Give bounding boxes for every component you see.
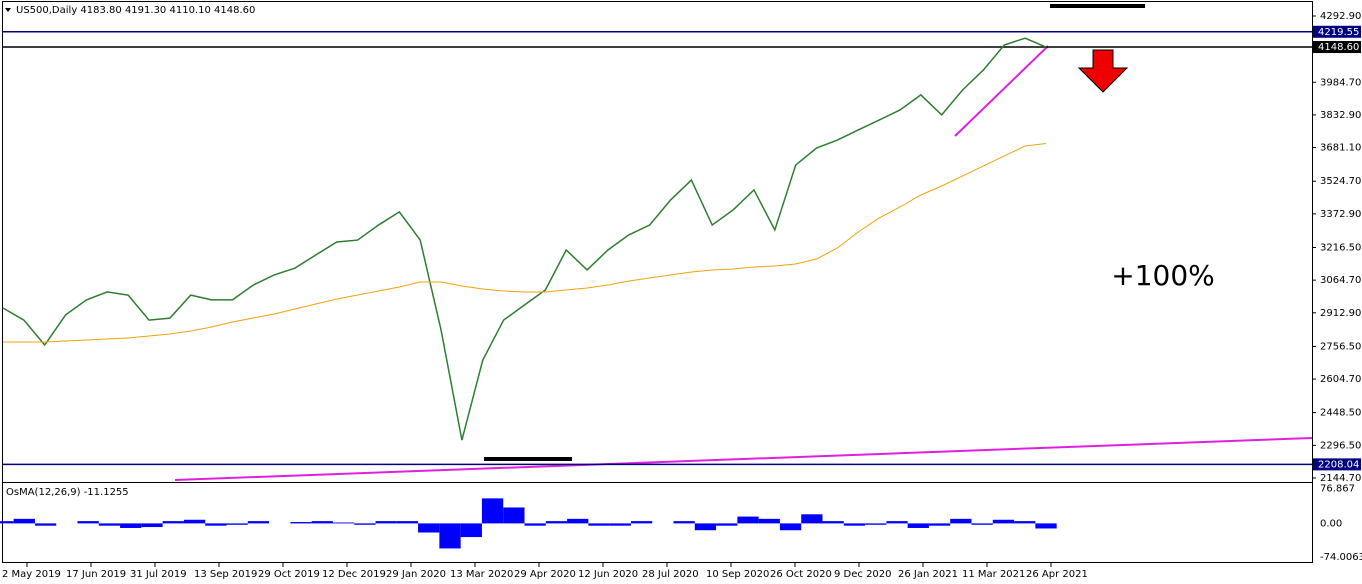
osc-bar	[971, 523, 993, 525]
osc-bar	[98, 523, 121, 526]
osc-bar	[779, 523, 802, 531]
osc-bar	[950, 518, 972, 524]
y-tick-label: 2448.50	[1320, 408, 1361, 419]
x-tick-label: 11 Mar 2021	[962, 569, 1025, 580]
level-label: 2208.04	[1318, 459, 1359, 470]
osc-tick-label: 0.00	[1320, 518, 1342, 529]
osc-bar	[183, 519, 206, 524]
down-arrow	[1077, 49, 1129, 93]
osc-bar	[822, 521, 844, 524]
y-tick-label: 2296.50	[1320, 440, 1361, 451]
x-tick-label: 2 May 2019	[2, 569, 61, 580]
x-tick-label: 17 Jun 2019	[66, 569, 126, 580]
osc-bar	[439, 523, 461, 549]
osc-bar	[226, 523, 248, 525]
level-label: 4219.55	[1318, 27, 1359, 38]
y-tick-label: 3216.50	[1320, 242, 1361, 253]
x-tick-label: 28 Jul 2020	[642, 569, 699, 580]
trend-line	[954, 45, 1049, 137]
osc-bar	[801, 514, 823, 524]
osc-bar	[694, 523, 717, 531]
level-box	[1313, 41, 1361, 54]
osc-bar	[545, 521, 568, 524]
y-tick-label: 3372.90	[1320, 209, 1361, 220]
osc-bar	[205, 523, 227, 526]
osc-bar	[737, 516, 759, 524]
level-box	[1313, 458, 1361, 471]
price-line	[3, 143, 1047, 343]
osc-bar	[1014, 521, 1036, 524]
osc-bar	[375, 521, 397, 524]
y-tick-label: 3984.70	[1320, 77, 1361, 88]
osc-bar	[311, 521, 333, 524]
osc-tick-label: -74.0063	[1320, 552, 1362, 563]
y-tick-label: 2144.70	[1320, 473, 1361, 484]
osc-bar	[354, 523, 376, 525]
osc-bar	[588, 523, 610, 526]
y-tick-label: 2756.50	[1320, 341, 1361, 352]
x-tick-label: 31 Jul 2019	[130, 569, 187, 580]
osc-bar	[609, 523, 631, 526]
osc-bar	[907, 523, 929, 528]
chart-title: US500,Daily 4183.80 4191.30 4110.10 4148…	[16, 5, 255, 16]
x-tick-label: 29 Jan 2020	[386, 569, 446, 580]
osc-bar	[524, 523, 546, 526]
x-tick-label: 26 Apr 2021	[1026, 569, 1088, 580]
x-tick-label: 29 Oct 2019	[258, 569, 320, 580]
y-tick-label: 3524.70	[1320, 176, 1361, 187]
osc-bar	[843, 523, 866, 526]
osc-bar	[716, 523, 738, 526]
osc-bar	[992, 519, 1015, 524]
osc-bar	[418, 523, 440, 533]
y-tick-label: 3832.90	[1320, 110, 1361, 121]
osc-bar	[758, 518, 780, 524]
x-tick-label: 29 Apr 2020	[514, 569, 576, 580]
osc-bar	[886, 521, 908, 524]
menu-arrow	[5, 8, 11, 12]
osc-bar	[673, 521, 695, 524]
osc-bar	[567, 518, 589, 524]
osc-bar	[162, 521, 184, 524]
osc-bar	[928, 523, 951, 526]
y-tick-label: 4292.90	[1320, 11, 1361, 22]
osc-bar	[460, 523, 482, 538]
x-tick-label: 13 Mar 2020	[450, 569, 513, 580]
osc-bar	[865, 523, 887, 525]
osc-title: OsMA(12,26,9) -11.1255	[6, 487, 129, 498]
annotation: +100%	[1111, 259, 1215, 292]
x-tick-label: 10 Sep 2020	[706, 569, 769, 580]
y-tick-label: 2604.70	[1320, 374, 1361, 385]
x-tick-label: 9 Dec 2020	[834, 569, 892, 580]
x-tick-label: 26 Jan 2021	[898, 569, 958, 580]
y-tick-label: 3681.10	[1320, 143, 1361, 154]
osc-bar	[630, 521, 653, 524]
level-label: 4148.60	[1318, 42, 1359, 53]
level-box	[1313, 25, 1361, 38]
osc-bar	[1035, 523, 1057, 529]
trend-line	[174, 437, 1313, 481]
osc-tick-label: 76.867	[1320, 483, 1355, 494]
osc-bar	[332, 522, 355, 524]
osc-bar	[13, 518, 35, 524]
x-tick-label: 13 Sep 2019	[194, 569, 257, 580]
osc-bar	[0, 521, 14, 524]
osc-bar	[120, 523, 142, 528]
osc-bar	[34, 523, 57, 526]
x-tick-label: 12 Jun 2020	[578, 569, 638, 580]
y-tick-label: 3064.70	[1320, 275, 1361, 286]
osc-bar	[503, 507, 525, 524]
osc-bar	[290, 522, 312, 524]
osc-bar	[481, 498, 504, 524]
osc-bar	[77, 521, 99, 524]
x-tick-label: 12 Dec 2019	[322, 569, 386, 580]
osc-bar	[247, 521, 270, 524]
osc-bar	[396, 521, 419, 524]
y-tick-label: 2912.90	[1320, 308, 1361, 319]
x-tick-label: 26 Oct 2020	[770, 569, 832, 580]
price-line	[2, 37, 1047, 441]
osc-bar	[141, 523, 163, 528]
